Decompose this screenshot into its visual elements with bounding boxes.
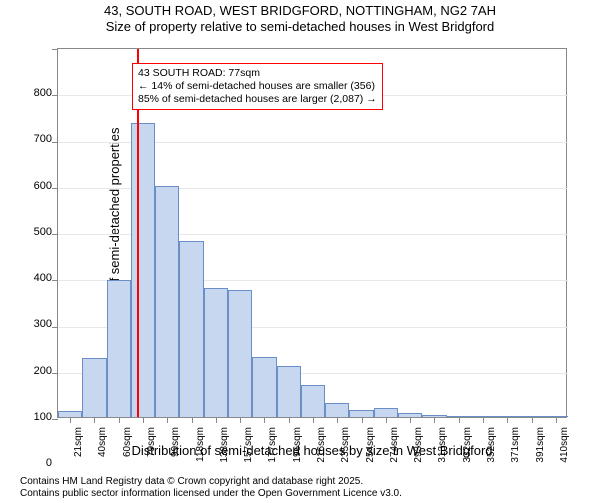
chart-container: Number of semi-detached properties Distr… <box>57 48 567 418</box>
x-tick <box>240 417 241 423</box>
y-tick-label: 600 <box>34 180 52 192</box>
x-tick <box>119 417 120 423</box>
page-title-line1: 43, SOUTH ROAD, WEST BRIDGFORD, NOTTINGH… <box>0 3 600 18</box>
x-tick <box>532 417 533 423</box>
y-tick-label: 700 <box>34 133 52 145</box>
annotation-box: 43 SOUTH ROAD: 77sqm ← 14% of semi-detac… <box>132 63 383 110</box>
x-tick-label: 79sqm <box>146 427 157 457</box>
y-tick <box>52 280 58 281</box>
y-tick <box>52 373 58 374</box>
x-tick <box>192 417 193 423</box>
x-tick-label: 21sqm <box>73 427 84 457</box>
y-tick <box>52 419 58 420</box>
histogram-bar <box>228 290 252 417</box>
histogram-bar <box>155 186 179 417</box>
x-tick <box>459 417 460 423</box>
x-tick <box>556 417 557 423</box>
x-tick <box>337 417 338 423</box>
x-tick <box>264 417 265 423</box>
x-tick-label: 118sqm <box>195 427 206 462</box>
histogram-bar <box>82 358 106 417</box>
x-tick <box>362 417 363 423</box>
annotation-line3: 85% of semi-detached houses are larger (… <box>138 93 377 106</box>
y-tick-label: 800 <box>34 87 52 99</box>
y-tick <box>52 327 58 328</box>
x-tick <box>70 417 71 423</box>
histogram-bar <box>252 357 276 417</box>
x-tick-label: 293sqm <box>413 427 424 463</box>
x-tick-label: 352sqm <box>486 427 497 463</box>
x-tick <box>410 417 411 423</box>
x-tick-label: 410sqm <box>559 427 570 463</box>
y-tick <box>52 188 58 189</box>
x-tick <box>483 417 484 423</box>
x-tick-label: 177sqm <box>267 427 278 463</box>
x-tick <box>94 417 95 423</box>
footer-attribution: Contains HM Land Registry data © Crown c… <box>20 476 402 500</box>
page-title-line2: Size of property relative to semi-detach… <box>0 19 600 34</box>
x-tick <box>507 417 508 423</box>
x-tick <box>143 417 144 423</box>
x-tick-label: 313sqm <box>437 427 448 463</box>
histogram-bar <box>301 385 325 417</box>
y-tick-label: 200 <box>34 365 52 377</box>
x-tick-label: 254sqm <box>365 427 376 463</box>
x-tick-label: 371sqm <box>510 427 521 463</box>
y-tick-label: 500 <box>34 226 52 238</box>
y-tick-label: 0 <box>46 457 52 469</box>
y-tick <box>52 95 58 96</box>
histogram-bar <box>277 366 301 417</box>
footer-line2: Contains public sector information licen… <box>20 488 402 500</box>
x-tick-label: 157sqm <box>243 427 254 463</box>
x-tick-label: 138sqm <box>219 427 230 463</box>
x-tick-label: 216sqm <box>316 427 327 463</box>
y-tick-label: 400 <box>34 272 52 284</box>
y-tick-label: 300 <box>34 318 52 330</box>
x-tick <box>434 417 435 423</box>
x-tick <box>216 417 217 423</box>
x-tick-label: 99sqm <box>170 427 181 457</box>
histogram-bar <box>374 408 398 417</box>
footer-line1: Contains HM Land Registry data © Crown c… <box>20 476 402 488</box>
histogram-bar <box>107 280 131 417</box>
x-tick-label: 332sqm <box>462 427 473 463</box>
histogram-bar <box>131 123 155 417</box>
x-tick-label: 274sqm <box>389 427 400 463</box>
x-tick-label: 60sqm <box>122 427 133 457</box>
x-tick <box>386 417 387 423</box>
annotation-line1: 43 SOUTH ROAD: 77sqm <box>138 67 377 80</box>
histogram-bar <box>179 241 203 417</box>
x-tick <box>313 417 314 423</box>
x-tick-label: 40sqm <box>97 427 108 457</box>
histogram-bar <box>349 410 373 417</box>
x-tick-label: 391sqm <box>535 427 546 463</box>
y-tick <box>52 234 58 235</box>
y-tick <box>52 49 58 50</box>
x-tick-label: 235sqm <box>340 427 351 463</box>
histogram-bar <box>204 288 228 418</box>
y-tick <box>52 142 58 143</box>
x-tick-label: 196sqm <box>292 427 303 463</box>
x-tick <box>167 417 168 423</box>
histogram-bar <box>325 403 349 417</box>
x-tick <box>289 417 290 423</box>
y-tick-label: 100 <box>34 411 52 423</box>
annotation-line2: ← 14% of semi-detached houses are smalle… <box>138 80 377 93</box>
